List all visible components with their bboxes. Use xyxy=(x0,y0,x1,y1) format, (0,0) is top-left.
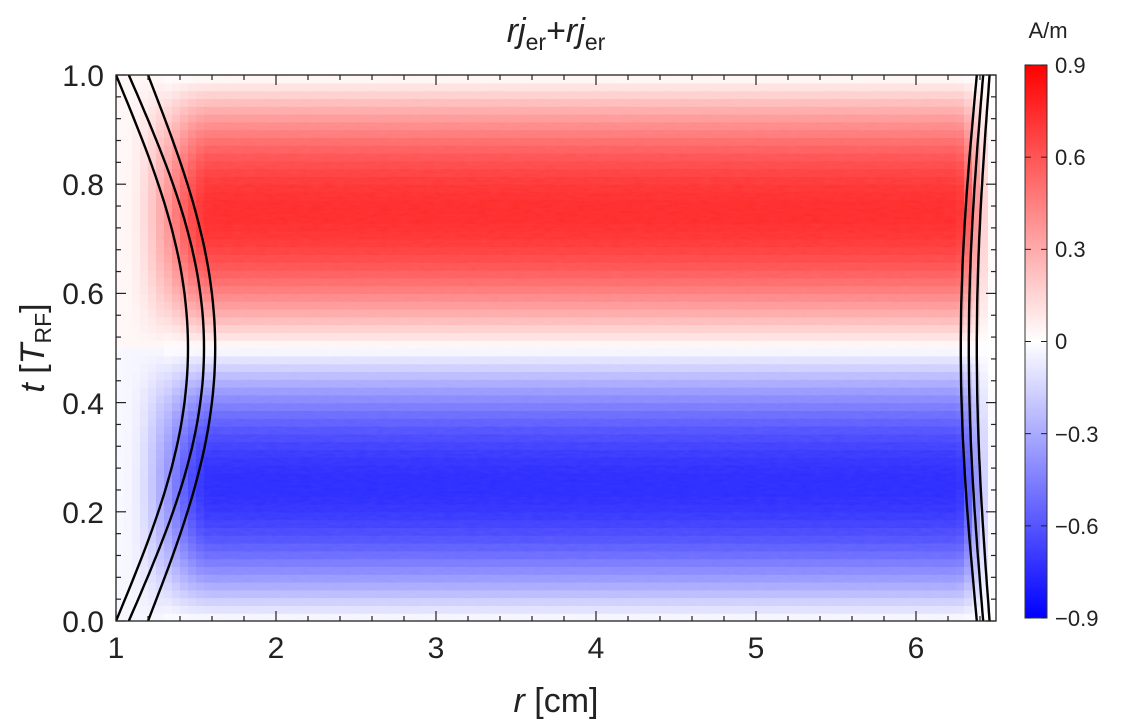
title-part: rj xyxy=(507,12,527,50)
title-part: + xyxy=(546,12,566,50)
title-part: er xyxy=(585,29,606,55)
title-part: rj xyxy=(566,12,586,50)
chart-title: rjer+rjer xyxy=(507,12,606,55)
title-part: er xyxy=(526,29,547,55)
